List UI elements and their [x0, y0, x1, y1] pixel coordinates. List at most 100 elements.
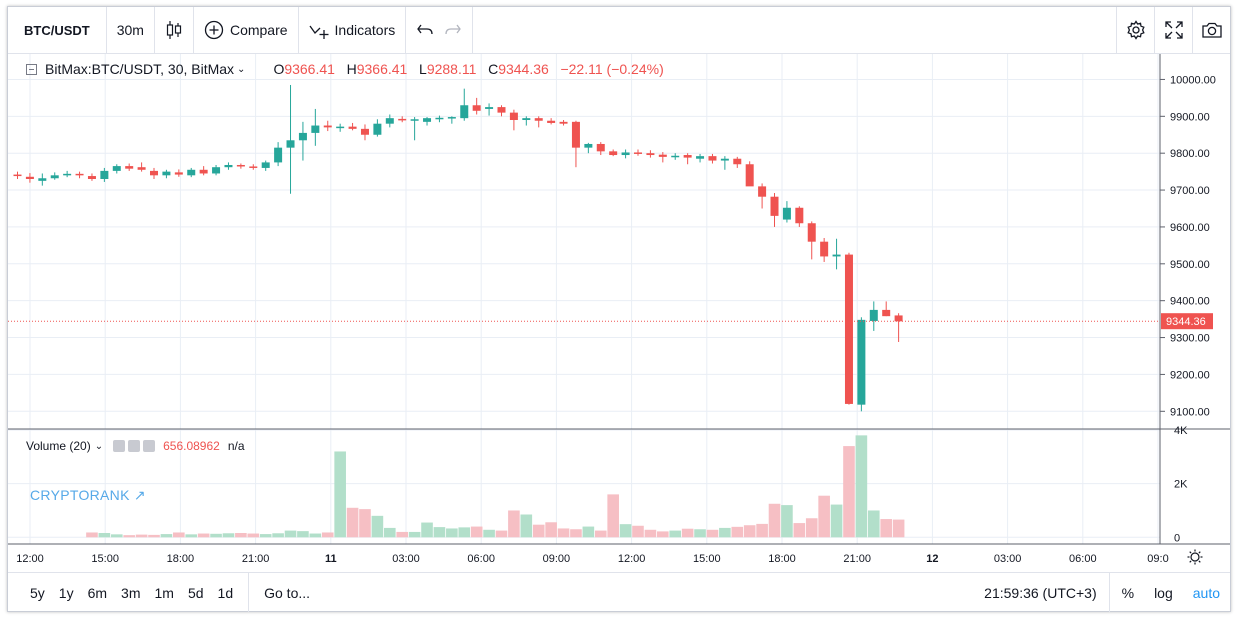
candle-body [621, 152, 630, 156]
range-1y-button[interactable]: 1y [58, 584, 74, 601]
gear-icon [1126, 20, 1145, 40]
volume-bar [470, 526, 483, 538]
range-1d-button[interactable]: 1d [217, 584, 234, 601]
chart-widget: BTC/USDT 30m Compare [7, 6, 1231, 612]
candle-body [125, 166, 134, 169]
range-6m-button[interactable]: 6m [87, 584, 108, 601]
volume-bar [110, 534, 123, 538]
candle [447, 116, 456, 124]
time-tick-label: 21:00 [843, 553, 871, 565]
range-5d-button[interactable]: 5d [187, 584, 204, 601]
fullscreen-button[interactable] [1154, 7, 1192, 53]
candle [298, 121, 307, 161]
candle-body [447, 117, 456, 119]
volume-bar [644, 529, 657, 538]
candle-body [758, 186, 767, 197]
settings-button[interactable] [1116, 7, 1154, 53]
candle-body [75, 173, 84, 176]
gear-icon[interactable] [128, 440, 141, 452]
candle-body [274, 147, 283, 163]
divider [248, 573, 250, 612]
symbol-search-button[interactable]: BTC/USDT [8, 7, 107, 53]
horizontal-gridlines [8, 78, 1160, 412]
volume-bar [396, 531, 409, 538]
candle [745, 161, 754, 187]
bottom-toolbar: 5y 1y 6m 3m 1m 5d 1d Go to... 21:59:36 (… [8, 572, 1230, 612]
volume-bar [520, 514, 533, 538]
time-tick-label: 12 [926, 553, 938, 565]
volume-bar [855, 435, 868, 538]
snapshot-button[interactable] [1192, 7, 1230, 53]
range-5y-button[interactable]: 5y [30, 584, 45, 601]
volume-bar [731, 526, 744, 538]
percent-scale-button[interactable]: % [1121, 584, 1135, 601]
auto-scale-button[interactable]: auto [1192, 584, 1220, 601]
undo-icon[interactable] [416, 21, 436, 39]
interval-label: 30m [116, 22, 144, 38]
volume-bar [197, 533, 210, 538]
compare-button[interactable]: Compare [194, 7, 299, 53]
series-menu-chevron-icon[interactable]: ⌄ [237, 63, 246, 75]
volume-bar [582, 526, 595, 538]
clock-time[interactable]: 21:59:36 (UTC+3) [984, 584, 1097, 601]
candle [50, 172, 59, 180]
candle-body [832, 254, 841, 257]
candle [398, 116, 407, 123]
candle-body [63, 173, 72, 176]
candle-body [385, 118, 394, 124]
log-scale-button[interactable]: log [1154, 584, 1173, 601]
candle-body [348, 126, 357, 129]
candle-body [435, 117, 444, 120]
candle [671, 153, 680, 160]
fullscreen-icon [1164, 21, 1183, 39]
goto-button[interactable]: Go to... [264, 584, 311, 601]
range-3m-button[interactable]: 3m [121, 584, 141, 601]
redo-icon[interactable] [442, 21, 462, 39]
cryptorank-watermark[interactable]: CRYPTORANK ↗ [30, 487, 146, 503]
candle-body [807, 223, 816, 242]
candle [820, 237, 829, 262]
candle [373, 119, 382, 137]
interval-button[interactable]: 30m [107, 7, 155, 53]
candle-body [782, 207, 791, 220]
range-1m-button[interactable]: 1m [154, 584, 174, 601]
candle-body [547, 120, 556, 123]
candle [584, 142, 593, 154]
candle-body [286, 140, 295, 148]
chart-canvas[interactable]: 10000.00 9900.00 9800.00 9700.00 9600.00 9500… [8, 54, 1230, 572]
candle [435, 115, 444, 123]
visibility-icon[interactable] [113, 440, 126, 452]
volume-bar [160, 534, 173, 538]
volume-bar [247, 533, 260, 538]
candle-body [423, 118, 432, 122]
candle [472, 97, 481, 115]
collapse-icon[interactable] [26, 63, 37, 75]
candle [720, 156, 729, 170]
candle [212, 164, 221, 176]
volume-menu-chevron-icon[interactable]: ⌄ [94, 440, 104, 452]
candle [323, 120, 332, 132]
time-axis-settings-button[interactable] [1187, 549, 1203, 565]
volume-bar [830, 504, 843, 538]
close-icon[interactable] [143, 440, 156, 452]
symbol-label: BTC/USDT [24, 22, 90, 38]
volume-bar [383, 527, 396, 538]
candle-body [38, 178, 47, 181]
volume-bar [346, 507, 359, 538]
volume-bar [433, 527, 446, 538]
candle-body [683, 155, 692, 158]
candle-body [559, 121, 568, 124]
indicators-button[interactable]: Indicators [299, 7, 407, 53]
candle [807, 221, 816, 260]
time-tick-label: 21:00 [242, 553, 270, 565]
volume-legend: Volume (20) ⌄ 656.08962 n/a [26, 439, 245, 453]
main-series-legend: BitMax:BTC/USDT, 30, BitMax ⌄ O9366.41 H… [26, 61, 664, 77]
candle [497, 105, 506, 117]
candle [534, 116, 543, 128]
candle [150, 167, 159, 179]
candle-body [150, 170, 159, 176]
volume-bar [98, 533, 111, 538]
chart-style-button[interactable] [155, 7, 194, 53]
candle-body [174, 172, 183, 175]
candle-body [882, 309, 891, 317]
